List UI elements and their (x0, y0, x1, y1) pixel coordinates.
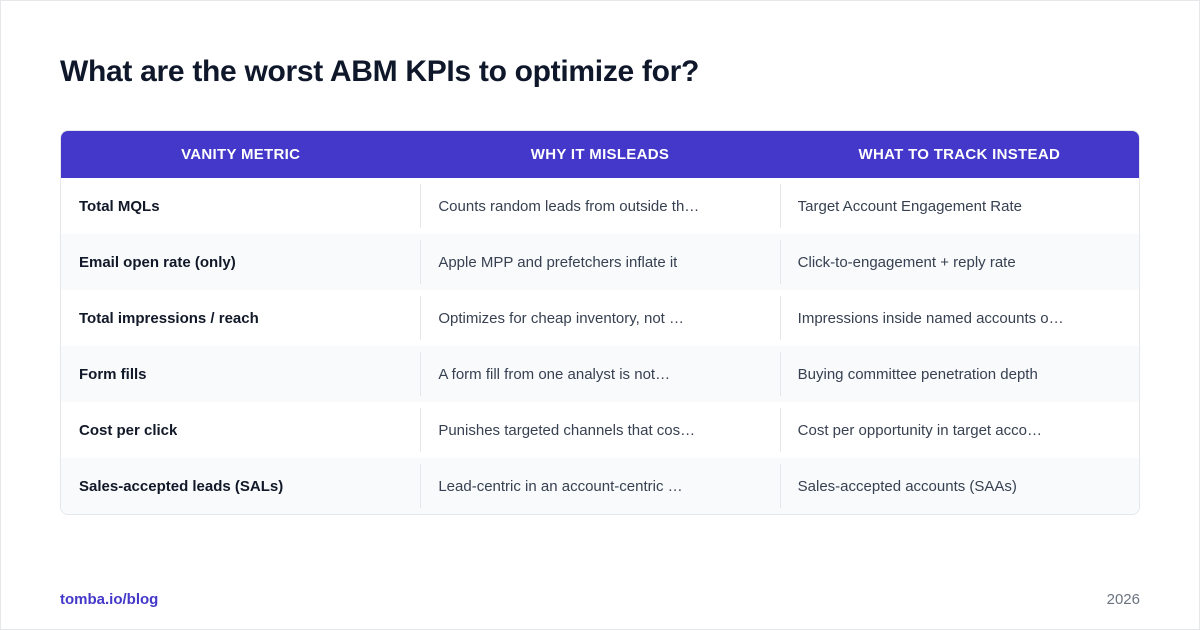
alternative-text: Sales-accepted accounts (SAAs) (797, 477, 1017, 495)
header-why-it-misleads: WHY IT MISLEADS (530, 146, 670, 163)
reason-text: Counts random leads from outside th… (438, 197, 700, 215)
metric-cell: Email open rate (only) (61, 234, 420, 290)
table-row: Email open rate (only) Apple MPP and pre… (61, 234, 1139, 290)
reason-cell: Apple MPP and prefetchers inflate it (420, 234, 779, 290)
reason-text: Lead-centric in an account-centric … (438, 477, 683, 495)
alternative-cell: Cost per opportunity in target acco… (779, 402, 1139, 458)
alternative-text: Impressions inside named accounts o… (797, 309, 1064, 327)
metric-text: Sales-accepted leads (SALs) (79, 477, 284, 495)
reason-text: Apple MPP and prefetchers inflate it (438, 253, 678, 271)
metric-text: Total MQLs (79, 197, 160, 215)
header-what-to-track: WHAT TO TRACK INSTEAD (858, 146, 1061, 163)
alternative-cell: Target Account Engagement Rate (779, 178, 1139, 234)
alternative-text: Click-to-engagement + reply rate (797, 253, 1016, 271)
table-row: Total MQLs Counts random leads from outs… (61, 178, 1139, 234)
table-header: VANITY METRIC WHY IT MISLEADS WHAT TO TR… (61, 131, 1139, 178)
metric-cell: Form fills (61, 346, 420, 402)
reason-cell: Counts random leads from outside th… (420, 178, 779, 234)
metric-cell: Cost per click (61, 402, 420, 458)
reason-text: Optimizes for cheap inventory, not … (438, 309, 684, 327)
reason-text: A form fill from one analyst is not… (438, 365, 671, 383)
metric-cell: Total impressions / reach (61, 290, 420, 346)
table-row: Sales-accepted leads (SALs) Lead-centric… (61, 458, 1139, 514)
alternative-text: Target Account Engagement Rate (797, 197, 1022, 215)
reason-cell: Optimizes for cheap inventory, not … (420, 290, 779, 346)
alternative-text: Cost per opportunity in target acco… (797, 421, 1042, 439)
reason-text: Punishes targeted channels that cos… (438, 421, 696, 439)
metric-cell: Sales-accepted leads (SALs) (61, 458, 420, 514)
header-vanity-metric: VANITY METRIC (181, 146, 301, 163)
table-row: Form fills A form fill from one analyst … (61, 346, 1139, 402)
metric-text: Cost per click (79, 421, 178, 439)
alternative-cell: Sales-accepted accounts (SAAs) (779, 458, 1139, 514)
kpi-table: VANITY METRIC WHY IT MISLEADS WHAT TO TR… (60, 130, 1140, 515)
metric-text: Total impressions / reach (79, 309, 259, 327)
reason-cell: A form fill from one analyst is not… (420, 346, 779, 402)
reason-cell: Lead-centric in an account-centric … (420, 458, 779, 514)
metric-text: Email open rate (only) (79, 253, 236, 271)
alternative-cell: Impressions inside named accounts o… (779, 290, 1139, 346)
page-title: What are the worst ABM KPIs to optimize … (60, 55, 700, 88)
table-row: Cost per click Punishes targeted channel… (61, 402, 1139, 458)
year-label: 2026 (1106, 591, 1140, 608)
table-row: Total impressions / reach Optimizes for … (61, 290, 1139, 346)
metric-cell: Total MQLs (61, 178, 420, 234)
alternative-cell: Buying committee penetration depth (779, 346, 1139, 402)
alternative-cell: Click-to-engagement + reply rate (779, 234, 1139, 290)
blog-link[interactable]: tomba.io/blog (60, 591, 159, 608)
reason-cell: Punishes targeted channels that cos… (420, 402, 779, 458)
alternative-text: Buying committee penetration depth (797, 365, 1038, 383)
metric-text: Form fills (79, 365, 147, 383)
